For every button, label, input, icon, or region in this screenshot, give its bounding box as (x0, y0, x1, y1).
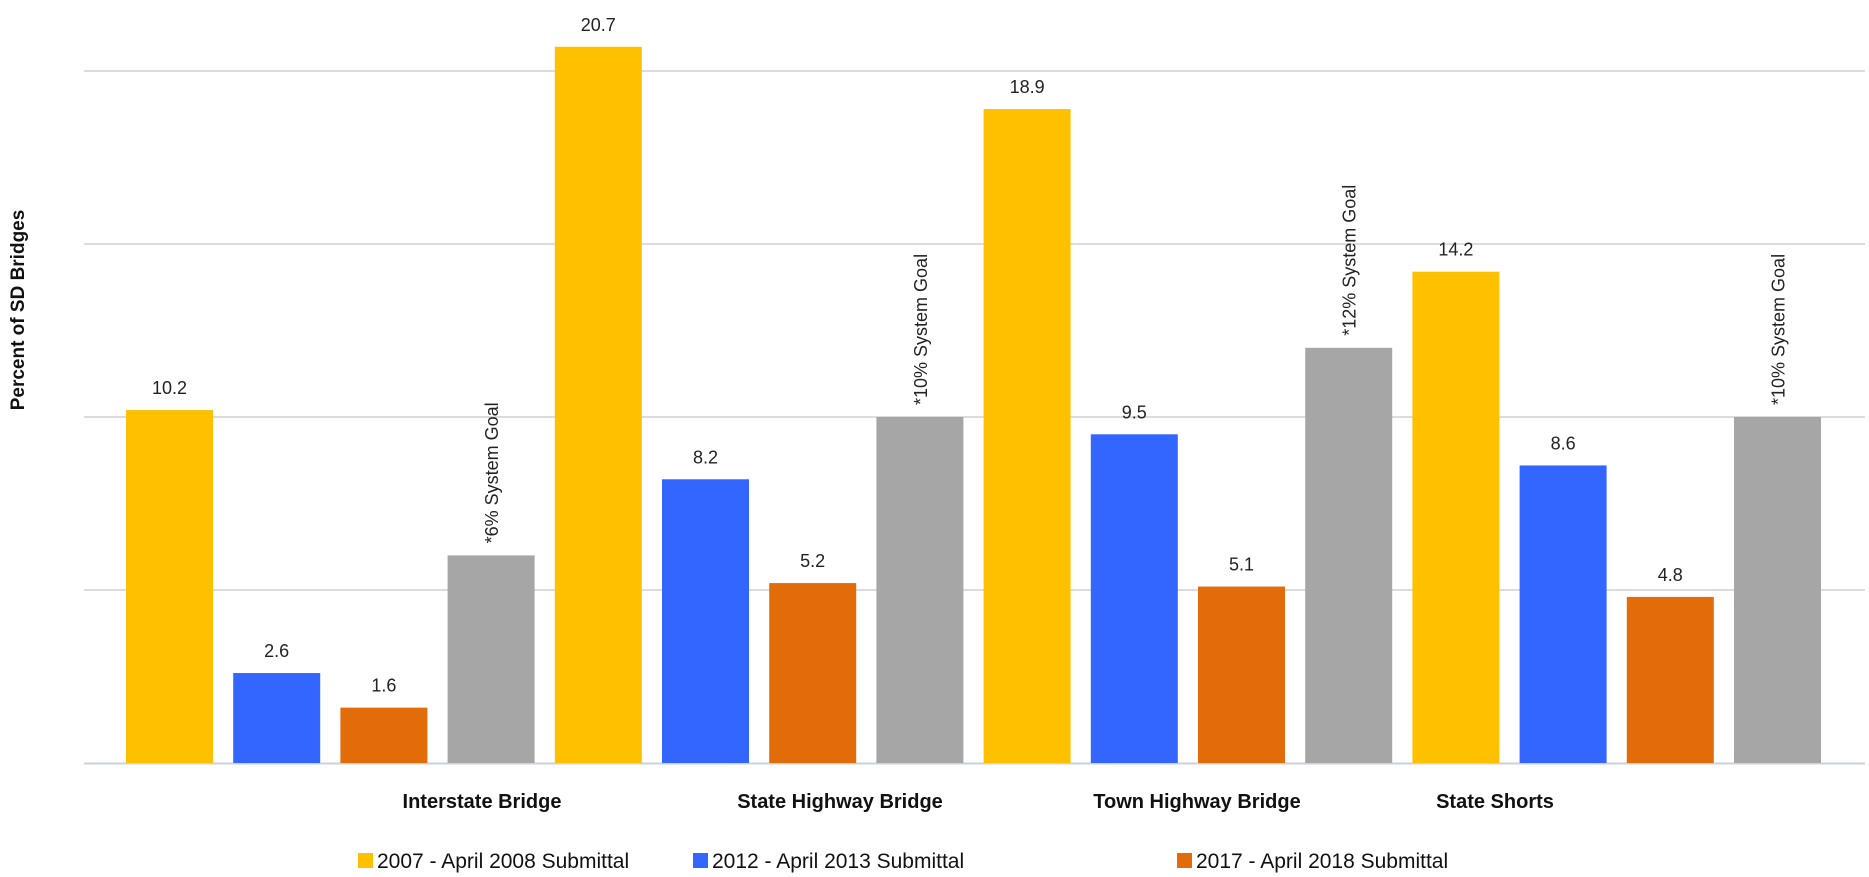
data-label: 5.2 (800, 551, 825, 571)
legend-swatch (358, 853, 373, 868)
data-label: 1.6 (371, 676, 396, 696)
category-label: Town Highway Bridge (1093, 791, 1300, 813)
bar-s2-c4 (1519, 465, 1607, 763)
category-label: State Highway Bridge (737, 791, 943, 813)
bar-s2-c3 (1090, 434, 1178, 763)
category-label: State Shorts (1436, 791, 1554, 813)
legend-label: 2007 - April 2008 Submittal (377, 850, 629, 873)
data-labels: 10.2 2.6 1.6 *6% System Goal 20.7 8.2 5.2 *10% … (152, 15, 1789, 696)
category-labels: Interstate Bridge State Highway Bridge Tow… (403, 791, 1554, 813)
category-label: Interstate Bridge (403, 791, 562, 813)
data-label: 5.1 (1229, 555, 1254, 575)
bar-s3-c3 (1198, 586, 1285, 763)
goal-bar-3 (1305, 347, 1393, 763)
goal-label: *12% System Goal (1340, 185, 1360, 336)
bars (126, 46, 1821, 763)
legend-swatch (1177, 853, 1192, 868)
bar-s1-c1 (126, 410, 213, 763)
legend-swatch (693, 853, 708, 868)
bar-s1-c2 (554, 46, 642, 763)
data-label: 10.2 (152, 378, 187, 398)
data-label: 20.7 (581, 15, 616, 35)
legend-label: 2012 - April 2013 Submittal (712, 850, 964, 873)
legend-item: 2007 - April 2008 Submittal (358, 850, 629, 873)
legend: 2007 - April 2008 Submittal 2012 - April … (358, 850, 1448, 873)
data-label: 8.2 (693, 447, 718, 467)
bar-s2-c2 (662, 479, 749, 763)
goal-label: *6% System Goal (482, 402, 502, 543)
legend-item: 2012 - April 2013 Submittal (693, 850, 964, 873)
goal-label: *10% System Goal (1769, 254, 1789, 405)
bar-s3-c1 (340, 707, 428, 763)
y-axis-label: Percent of SD Bridges (8, 210, 29, 411)
bar-s1-c3 (983, 109, 1071, 763)
data-label: 9.5 (1122, 402, 1147, 422)
goal-bar-1 (447, 555, 535, 763)
data-label: 4.8 (1658, 565, 1683, 585)
goal-bar-4 (1734, 417, 1821, 763)
goal-bar-2 (876, 417, 964, 763)
data-label: 18.9 (1010, 77, 1045, 97)
bar-s2-c1 (233, 673, 321, 763)
bar-s3-c4 (1626, 596, 1714, 763)
bar-s1-c4 (1412, 271, 1500, 763)
data-label: 2.6 (264, 641, 289, 661)
data-label: 8.6 (1551, 433, 1576, 453)
data-label: 14.2 (1438, 240, 1473, 260)
goal-label: *10% System Goal (911, 254, 931, 405)
bar-s3-c2 (769, 583, 857, 763)
legend-item: 2017 - April 2018 Submittal (1177, 850, 1448, 873)
legend-label: 2017 - April 2018 Submittal (1196, 850, 1448, 873)
